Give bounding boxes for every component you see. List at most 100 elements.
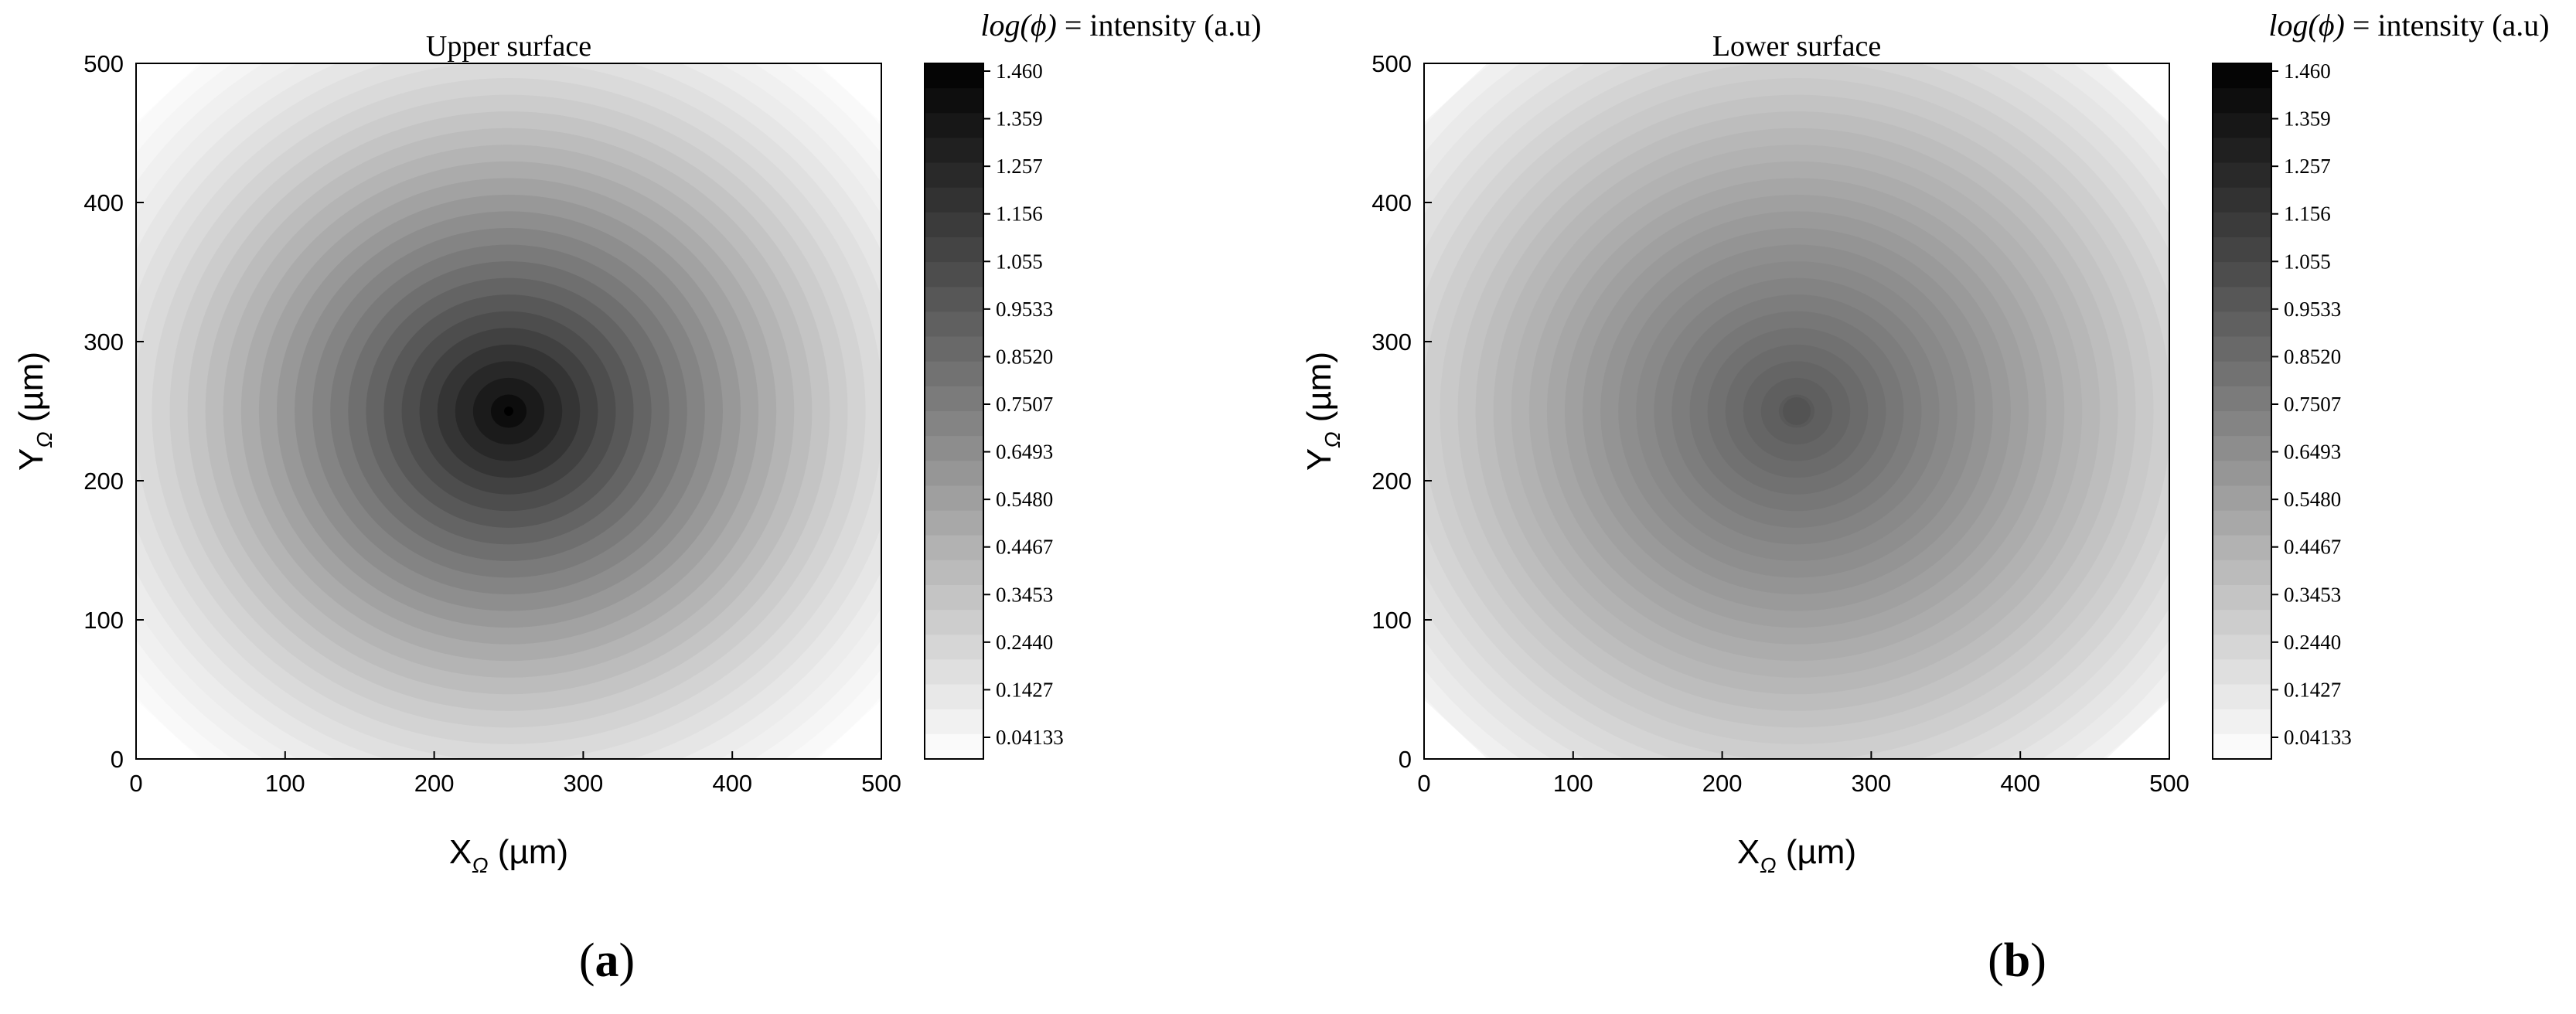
colorbar-segment: [925, 485, 983, 512]
colorbar-tick-label: 1.257: [996, 155, 1043, 178]
colorbar-segment: [925, 336, 983, 362]
colorbar-segment: [2213, 411, 2271, 437]
colorbar-tick-label: 0.04133: [996, 726, 1064, 749]
colorbar-segment: [2213, 461, 2271, 487]
y-axis-title-main: Y: [1300, 448, 1338, 471]
colorbar-frame: [924, 63, 984, 760]
colorbar-segment: [925, 535, 983, 561]
x-tick-label: 100: [1553, 770, 1593, 797]
colorbar-segment: [2213, 635, 2271, 661]
x-tick-label: 400: [2000, 770, 2040, 797]
colorbar-tick-label: 0.5480: [2284, 488, 2341, 511]
colorbar-tick-label: 0.9533: [2284, 298, 2341, 321]
y-tick-label: 0: [1399, 746, 1412, 773]
colorbar-segment: [925, 560, 983, 586]
y-axis-title-sub: Ω: [1320, 431, 1344, 447]
x-tick-label: 100: [265, 770, 305, 797]
colorbar-segment: [2213, 336, 2271, 362]
colorbar-segment: [925, 386, 983, 412]
colorbar-segment: [2213, 113, 2271, 139]
y-axis: 0 100 200 300 400 500: [83, 50, 144, 773]
colorbar-segment: [2213, 88, 2271, 114]
y-tick-label: 200: [83, 468, 124, 495]
heatmap-chart-a: 0 100 200 300 400 500 0 100 200 300 400 500 Upper su…: [12, 8, 1262, 877]
colorbar-segment: [925, 684, 983, 710]
colorbar-segment: [2213, 162, 2271, 189]
x-axis-title-unit: (µm): [489, 833, 569, 871]
colorbar-title-rest: = intensity (a.u): [1057, 8, 1262, 43]
colorbar-tick-label: 1.257: [2284, 155, 2331, 178]
colorbar-segment: [925, 709, 983, 735]
y-axis-title-sub: Ω: [32, 431, 56, 447]
colorbar-segment: [2213, 510, 2271, 536]
colorbar-segment: [2213, 63, 2271, 89]
intensity-field: [136, 63, 881, 759]
colorbar-segment: [2213, 187, 2271, 213]
colorbar-segment: [2213, 386, 2271, 412]
colorbar-tick-label: 1.156: [996, 202, 1043, 226]
x-tick-label: 500: [861, 770, 901, 797]
colorbar-title-italic: log(ϕ): [980, 8, 1056, 43]
colorbar-segment: [925, 287, 983, 313]
colorbar-tick-label: 0.2440: [996, 631, 1053, 654]
colorbar-segment: [2213, 212, 2271, 238]
colorbar: log(ϕ) = intensity (a.u) 1.460 1.359 1.257 1…: [924, 8, 1262, 760]
colorbar-title: log(ϕ) = intensity (a.u): [2268, 8, 2549, 43]
panel-label-b: (b): [1988, 934, 2046, 987]
x-axis-title-sub: Ω: [1760, 853, 1776, 877]
y-axis-title: YΩ (µm): [12, 352, 56, 471]
peak-marker: [504, 407, 513, 416]
colorbar-segment: [925, 88, 983, 114]
colorbar-tick-label: 0.6493: [2284, 441, 2341, 464]
colorbar-segment: [2213, 733, 2271, 760]
colorbar-tick-label: 0.5480: [996, 488, 1053, 511]
colorbar-tick-label: 0.1427: [996, 678, 1053, 701]
colorbar-segment: [925, 659, 983, 686]
colorbar-tick-label: 0.4467: [996, 536, 1053, 559]
colorbar-segment: [925, 361, 983, 387]
colorbar-segment: [2213, 436, 2271, 461]
plot-title: Upper surface: [426, 30, 591, 63]
colorbar-segment: [2213, 709, 2271, 735]
y-tick-label: 400: [1371, 189, 1412, 216]
colorbar-segment: [925, 733, 983, 760]
colorbar-tick-label: 0.2440: [2284, 631, 2341, 654]
x-axis-title-sub: Ω: [472, 853, 488, 877]
plot-frame: [135, 63, 882, 760]
colorbar-segment: [925, 113, 983, 139]
x-tick-label: 200: [1702, 770, 1743, 797]
colorbar-segment: [925, 138, 983, 164]
x-axis-title-main: X: [1737, 833, 1760, 871]
colorbar-segment: [2213, 138, 2271, 164]
x-tick-label: 0: [1417, 770, 1430, 797]
plot-title: Lower surface: [1712, 30, 1881, 63]
colorbar-segment: [925, 237, 983, 263]
colorbar-segment: [925, 510, 983, 536]
colorbar-tick-label: 0.7507: [2284, 393, 2341, 416]
colorbar-segment: [2213, 361, 2271, 387]
colorbar-title: log(ϕ) = intensity (a.u): [980, 8, 1261, 43]
y-axis-title-unit: (µm): [1300, 352, 1338, 432]
intensity-field: [1424, 63, 2169, 759]
colorbar-segment: [2213, 535, 2271, 561]
colorbar-tick-label: 1.055: [2284, 250, 2331, 273]
colorbar-tick-label: 1.359: [996, 107, 1043, 131]
y-axis-title-unit: (µm): [12, 352, 50, 432]
x-tick-label: 500: [2149, 770, 2189, 797]
colorbar-tick-label: 0.7507: [996, 393, 1053, 416]
colorbar-tick-label: 0.3453: [996, 583, 1053, 606]
colorbar-tick-label: 1.156: [2284, 202, 2331, 226]
y-tick-label: 100: [83, 607, 124, 634]
x-axis-title: XΩ (µm): [1737, 833, 1856, 877]
colorbar-tick-label: 1.055: [996, 250, 1043, 273]
colorbar-tick-label: 0.8520: [996, 345, 1053, 368]
y-tick-label: 500: [1371, 50, 1412, 77]
colorbar-tick-label: 1.460: [996, 60, 1043, 83]
y-tick-label: 300: [1371, 328, 1412, 356]
colorbar-segment: [925, 262, 983, 288]
x-axis-title-unit: (µm): [1777, 833, 1857, 871]
colorbar-segment: [925, 162, 983, 189]
y-tick-label: 200: [1371, 468, 1412, 495]
x-tick-label: 0: [129, 770, 142, 797]
colorbar-title-rest: = intensity (a.u): [2345, 8, 2550, 43]
